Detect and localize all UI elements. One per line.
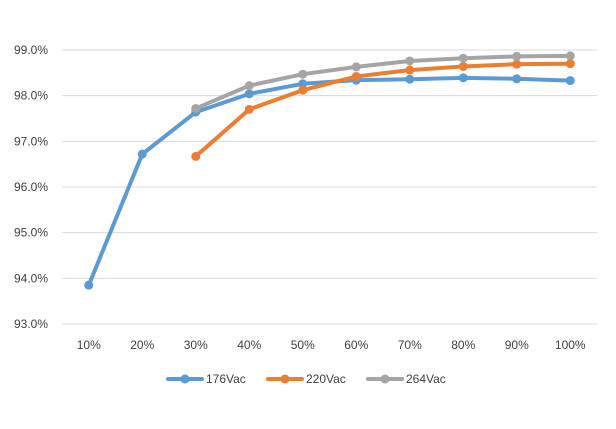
legend-swatch-marker bbox=[180, 374, 190, 384]
data-point bbox=[405, 74, 415, 84]
series-0 bbox=[84, 73, 575, 290]
data-point bbox=[191, 103, 201, 113]
data-point bbox=[244, 104, 254, 114]
data-point bbox=[512, 59, 522, 69]
x-tick-label: 60% bbox=[344, 338, 368, 352]
y-tick-label: 94.0% bbox=[14, 271, 48, 285]
data-point bbox=[565, 76, 575, 86]
data-point bbox=[458, 73, 468, 83]
data-point bbox=[565, 59, 575, 69]
y-tick-label: 98.0% bbox=[14, 89, 48, 103]
data-point bbox=[565, 51, 575, 61]
y-axis-ticks: 93.0% 94.0% 95.0% 96.0% 97.0% 98.0% 99.0% bbox=[14, 43, 48, 331]
legend-item: 264Vac bbox=[366, 372, 446, 386]
data-point bbox=[512, 51, 522, 61]
legend-label: 264Vac bbox=[406, 372, 446, 386]
data-point bbox=[512, 74, 522, 84]
series-group bbox=[84, 51, 575, 290]
gridlines bbox=[62, 49, 597, 325]
legend: 176Vac 220Vac 264Vac bbox=[166, 372, 446, 386]
data-point bbox=[84, 280, 94, 290]
data-point bbox=[298, 69, 308, 79]
data-point bbox=[244, 89, 254, 99]
data-point bbox=[298, 85, 308, 95]
data-point bbox=[137, 149, 147, 159]
x-tick-label: 80% bbox=[451, 338, 475, 352]
series-line bbox=[193, 61, 573, 159]
x-tick-label: 30% bbox=[184, 338, 208, 352]
data-point bbox=[244, 81, 254, 91]
y-tick-label: 95.0% bbox=[14, 226, 48, 240]
data-point bbox=[191, 151, 201, 161]
legend-item: 220Vac bbox=[266, 372, 346, 386]
x-tick-label: 90% bbox=[505, 338, 529, 352]
series-line bbox=[193, 53, 573, 111]
legend-swatch-marker bbox=[380, 374, 390, 384]
legend-item: 176Vac bbox=[166, 372, 246, 386]
legend-swatch-marker bbox=[280, 374, 290, 384]
x-tick-label: 10% bbox=[77, 338, 101, 352]
y-tick-label: 97.0% bbox=[14, 134, 48, 148]
x-tick-label: 40% bbox=[237, 338, 261, 352]
y-tick-label: 96.0% bbox=[14, 180, 48, 194]
data-point bbox=[298, 79, 308, 89]
series-1 bbox=[191, 59, 575, 161]
y-tick-label: 93.0% bbox=[14, 317, 48, 331]
x-tick-label: 50% bbox=[291, 338, 315, 352]
data-point bbox=[351, 71, 361, 81]
x-tick-label: 20% bbox=[130, 338, 154, 352]
x-tick-label: 100% bbox=[555, 338, 586, 352]
data-point bbox=[405, 65, 415, 75]
data-point bbox=[405, 56, 415, 66]
legend-label: 220Vac bbox=[306, 372, 346, 386]
x-tick-label: 70% bbox=[398, 338, 422, 352]
y-tick-label: 99.0% bbox=[14, 43, 48, 57]
legend-label: 176Vac bbox=[206, 372, 246, 386]
data-point bbox=[458, 53, 468, 63]
data-point bbox=[351, 62, 361, 72]
series-2 bbox=[191, 51, 575, 113]
series-line bbox=[86, 75, 573, 288]
data-point bbox=[458, 61, 468, 71]
x-axis-ticks: 10% 20% 30% 40% 50% 60% 70% 80% 90% 100% bbox=[77, 338, 586, 352]
